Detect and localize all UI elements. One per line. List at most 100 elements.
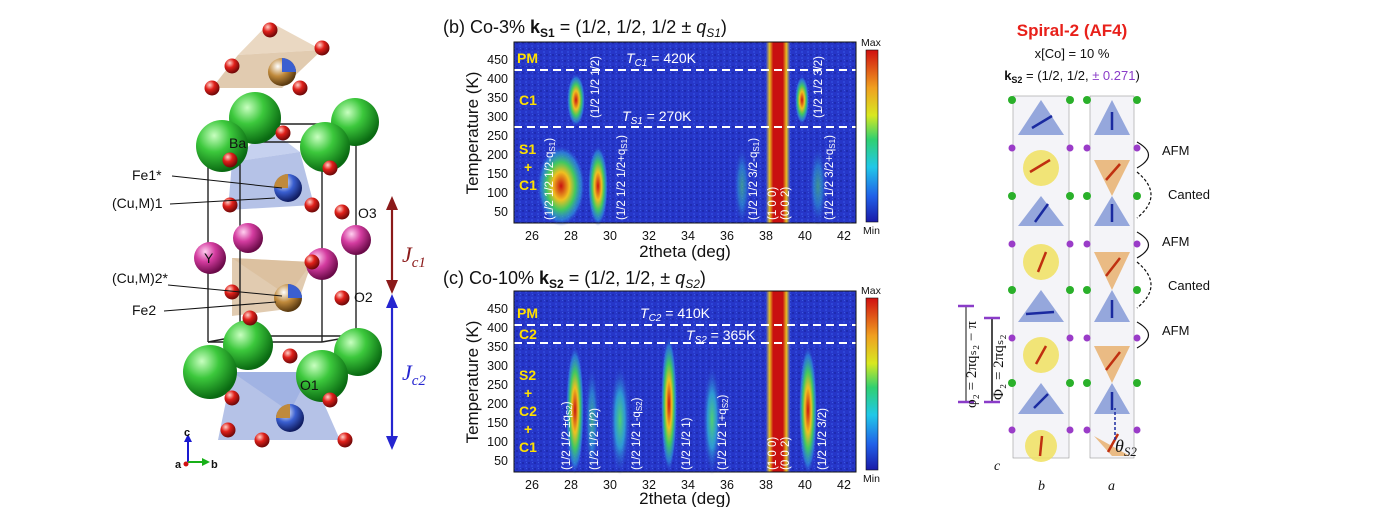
fe-cu-site [268, 58, 296, 86]
site-dots [1008, 96, 1141, 434]
panel-b: (b) Co-3% kS1 = (1/2, 1/2, 1/2 ± qS1) PM… [443, 17, 882, 261]
panel-c: (c) Co-10% kS2 = (1/2, 1/2, ± qS2) PM C2… [443, 268, 882, 507]
spiral-panel: Spiral-2 (AF4) x[Co] = 10 % kS2 = (1/2, … [958, 21, 1210, 494]
phase-label: S1 [519, 141, 536, 157]
axis-a-label: a [175, 459, 182, 471]
svg-text:100: 100 [487, 186, 508, 200]
phase-label: + [524, 385, 532, 401]
peak-label: (1/2 1/2 3/2) [813, 56, 825, 118]
svg-text:42: 42 [837, 229, 851, 243]
peak-blob [567, 74, 585, 126]
peak-label: (1 0 0) [767, 437, 779, 470]
phase-label: + [524, 159, 532, 175]
phase-label: C1 [519, 177, 537, 193]
peak-blob [795, 76, 809, 124]
peak-blob [809, 146, 827, 226]
spiral-k-vector: kS2 = (1/2, 1/2, ± 0.271) [1004, 68, 1140, 85]
peak-band [766, 42, 790, 223]
coupling-label: AFM [1162, 143, 1189, 158]
peak-blob [566, 346, 584, 474]
peak-label: (1/2 1/2 1/2-qS1) [544, 138, 557, 220]
phi-small-label: φ₂ = 2πqₛ₂ − π [964, 321, 980, 408]
svg-text:40: 40 [798, 478, 812, 492]
colorbar-min: Min [863, 473, 880, 485]
label-fe1: Fe1* [132, 167, 162, 183]
label-o1: O1 [300, 377, 319, 393]
peak-label: (1/2 1/2 3/2) [817, 408, 829, 470]
svg-text:30: 30 [603, 229, 617, 243]
peak-blob [734, 146, 750, 226]
peak-label: (1 0 0) [767, 187, 779, 220]
phase-label: C1 [519, 439, 537, 455]
svg-text:350: 350 [487, 340, 508, 354]
svg-text:32: 32 [642, 478, 656, 492]
svg-text:400: 400 [487, 321, 508, 335]
label-fe2: Fe2 [132, 302, 156, 318]
y-atom [233, 223, 263, 253]
svg-text:26: 26 [525, 229, 539, 243]
phase-label: C2 [519, 326, 537, 342]
x-axis-label: 2theta (deg) [639, 242, 731, 261]
svg-text:300: 300 [487, 110, 508, 124]
transition-temp: TS2 = 365K [686, 327, 756, 346]
spiral-concentration: x[Co] = 10 % [1035, 46, 1110, 61]
phase-label: + [524, 421, 532, 437]
svg-text:450: 450 [487, 53, 508, 67]
panel-c-title: (c) Co-10% kS2 = (1/2, 1/2, ± qS2) [443, 268, 706, 291]
crystal-structure: Ba Fe1* (Cu,M)1 O3 Y (Cu,M)2* O2 Fe2 O1 … [112, 22, 426, 471]
colorbar-max: Max [861, 285, 882, 297]
axis-b-label: b [1038, 479, 1045, 494]
svg-text:28: 28 [564, 229, 578, 243]
o-atoms [204, 22, 353, 448]
phase-label: C1 [519, 92, 537, 108]
fe-cu-site [274, 174, 302, 202]
ba-atom [296, 350, 348, 402]
fe-cu-site [276, 404, 304, 432]
fe-cu-site [274, 284, 302, 312]
label-y: Y [204, 250, 214, 266]
phase-label: PM [517, 50, 538, 66]
colorbar-c [865, 297, 879, 471]
jc1-arrow: Jc1 [386, 196, 426, 294]
ba-atom [334, 328, 382, 376]
svg-text:34: 34 [681, 478, 695, 492]
svg-text:38: 38 [759, 229, 773, 243]
peak-label: (0 0 2) [780, 187, 792, 220]
label-o2: O2 [354, 289, 373, 305]
pyramid-top [212, 50, 322, 88]
transition-temp: TC2 = 410K [640, 305, 711, 324]
chain-b [1012, 95, 1070, 462]
x-ticks-c: 26 28 30 32 34 36 38 40 42 [525, 478, 851, 492]
phase-label: PM [517, 305, 538, 321]
peak-blob [661, 336, 677, 472]
y-axis-label: Temperature (K) [463, 321, 482, 444]
peak-blob [588, 146, 608, 226]
phi-markers [958, 304, 1000, 404]
phi-big-label: Φ₂ = 2πqₛ₂ [991, 334, 1007, 400]
axis-c-label: c [994, 459, 1001, 474]
axis-c-label: c [184, 427, 190, 439]
coupling-label: Canted [1168, 278, 1210, 293]
peak-band [766, 291, 790, 472]
peak-label: (1/2 1/2 ±qS2) [561, 401, 574, 470]
svg-text:250: 250 [487, 129, 508, 143]
svg-text:50: 50 [494, 454, 508, 468]
peak-label: (1/2 1/2 3/2+qS1) [824, 135, 837, 220]
svg-text:400: 400 [487, 72, 508, 86]
y-ticks-b: 450 400 350 300 250 200 150 100 50 [487, 53, 508, 219]
svg-text:26: 26 [525, 478, 539, 492]
colorbar-b [865, 49, 879, 223]
transition-temp: TC1 = 420K [626, 50, 697, 69]
phase-label: C2 [519, 403, 537, 419]
x-axis-label: 2theta (deg) [639, 489, 731, 507]
svg-text:200: 200 [487, 148, 508, 162]
colorbar-min: Min [863, 225, 880, 237]
x-ticks-b: 26 28 30 32 34 36 38 40 42 [525, 229, 851, 243]
peak-label: (1/2 1/2 1/2) [589, 408, 601, 470]
phase-label: S2 [519, 367, 536, 383]
label-ba: Ba [229, 135, 246, 151]
svg-text:36: 36 [720, 229, 734, 243]
coupling-label: AFM [1162, 323, 1189, 338]
peak-label: (1/2 1/2 1/2+qS1) [616, 135, 629, 220]
peak-blob [799, 346, 817, 474]
